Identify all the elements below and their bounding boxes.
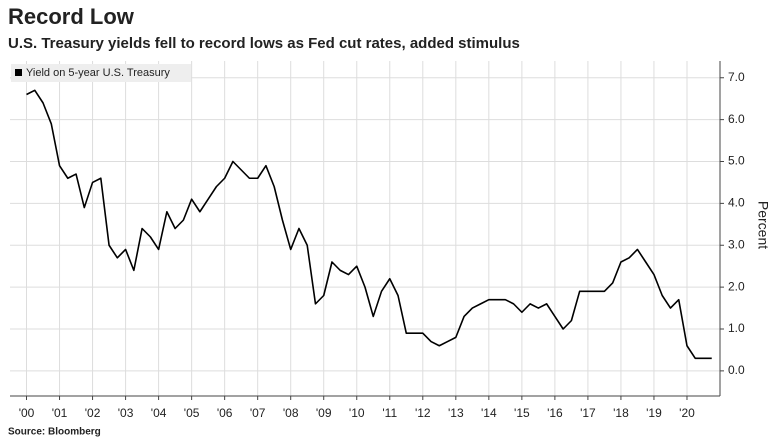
y-tick-label: 5.0 [728,154,745,168]
x-tick-label: '18 [613,406,629,420]
x-tick-label: '09 [316,406,332,420]
chart-title: Record Low [8,4,135,29]
x-tick-label: '11 [382,406,397,420]
x-tick-label: '07 [250,406,266,420]
y-tick-label: 7.0 [728,70,745,84]
x-tick-label: '20 [679,406,695,420]
y-tick-label: 3.0 [728,237,745,251]
y-tick-label: 1.0 [728,321,745,335]
x-tick-label: '04 [151,406,167,420]
x-tick-label: '03 [118,406,134,420]
x-tick-label: '14 [481,406,497,420]
y-tick-label: 2.0 [728,279,745,293]
x-tick-label: '05 [184,406,200,420]
x-tick-label: '16 [547,406,563,420]
source: Source: Bloomberg [8,427,101,438]
y-tick-label: 0.0 [728,363,745,377]
x-tick-label: '10 [349,406,365,420]
y-axis-label: Percent [755,201,771,249]
x-tick-label: '19 [646,406,662,420]
y-tick-label: 4.0 [728,196,745,210]
y-tick-label: 6.0 [728,112,745,126]
x-tick-label: '13 [448,406,464,420]
legend-box [11,64,191,82]
data-line [26,89,712,360]
x-tick-label: '17 [580,406,596,420]
x-tick-label: '06 [217,406,233,420]
x-tick-label: '00 [19,406,35,420]
legend-label: Yield on 5-year U.S. Treasury [26,67,170,79]
x-tick-label: '02 [85,406,101,420]
x-tick-label: '08 [283,406,299,420]
x-tick-label: '01 [52,406,68,420]
x-tick-label: '12 [415,406,431,420]
chart-subtitle: U.S. Treasury yields fell to record lows… [8,35,520,52]
x-tick-label: '15 [514,406,530,420]
legend-swatch [15,69,22,76]
